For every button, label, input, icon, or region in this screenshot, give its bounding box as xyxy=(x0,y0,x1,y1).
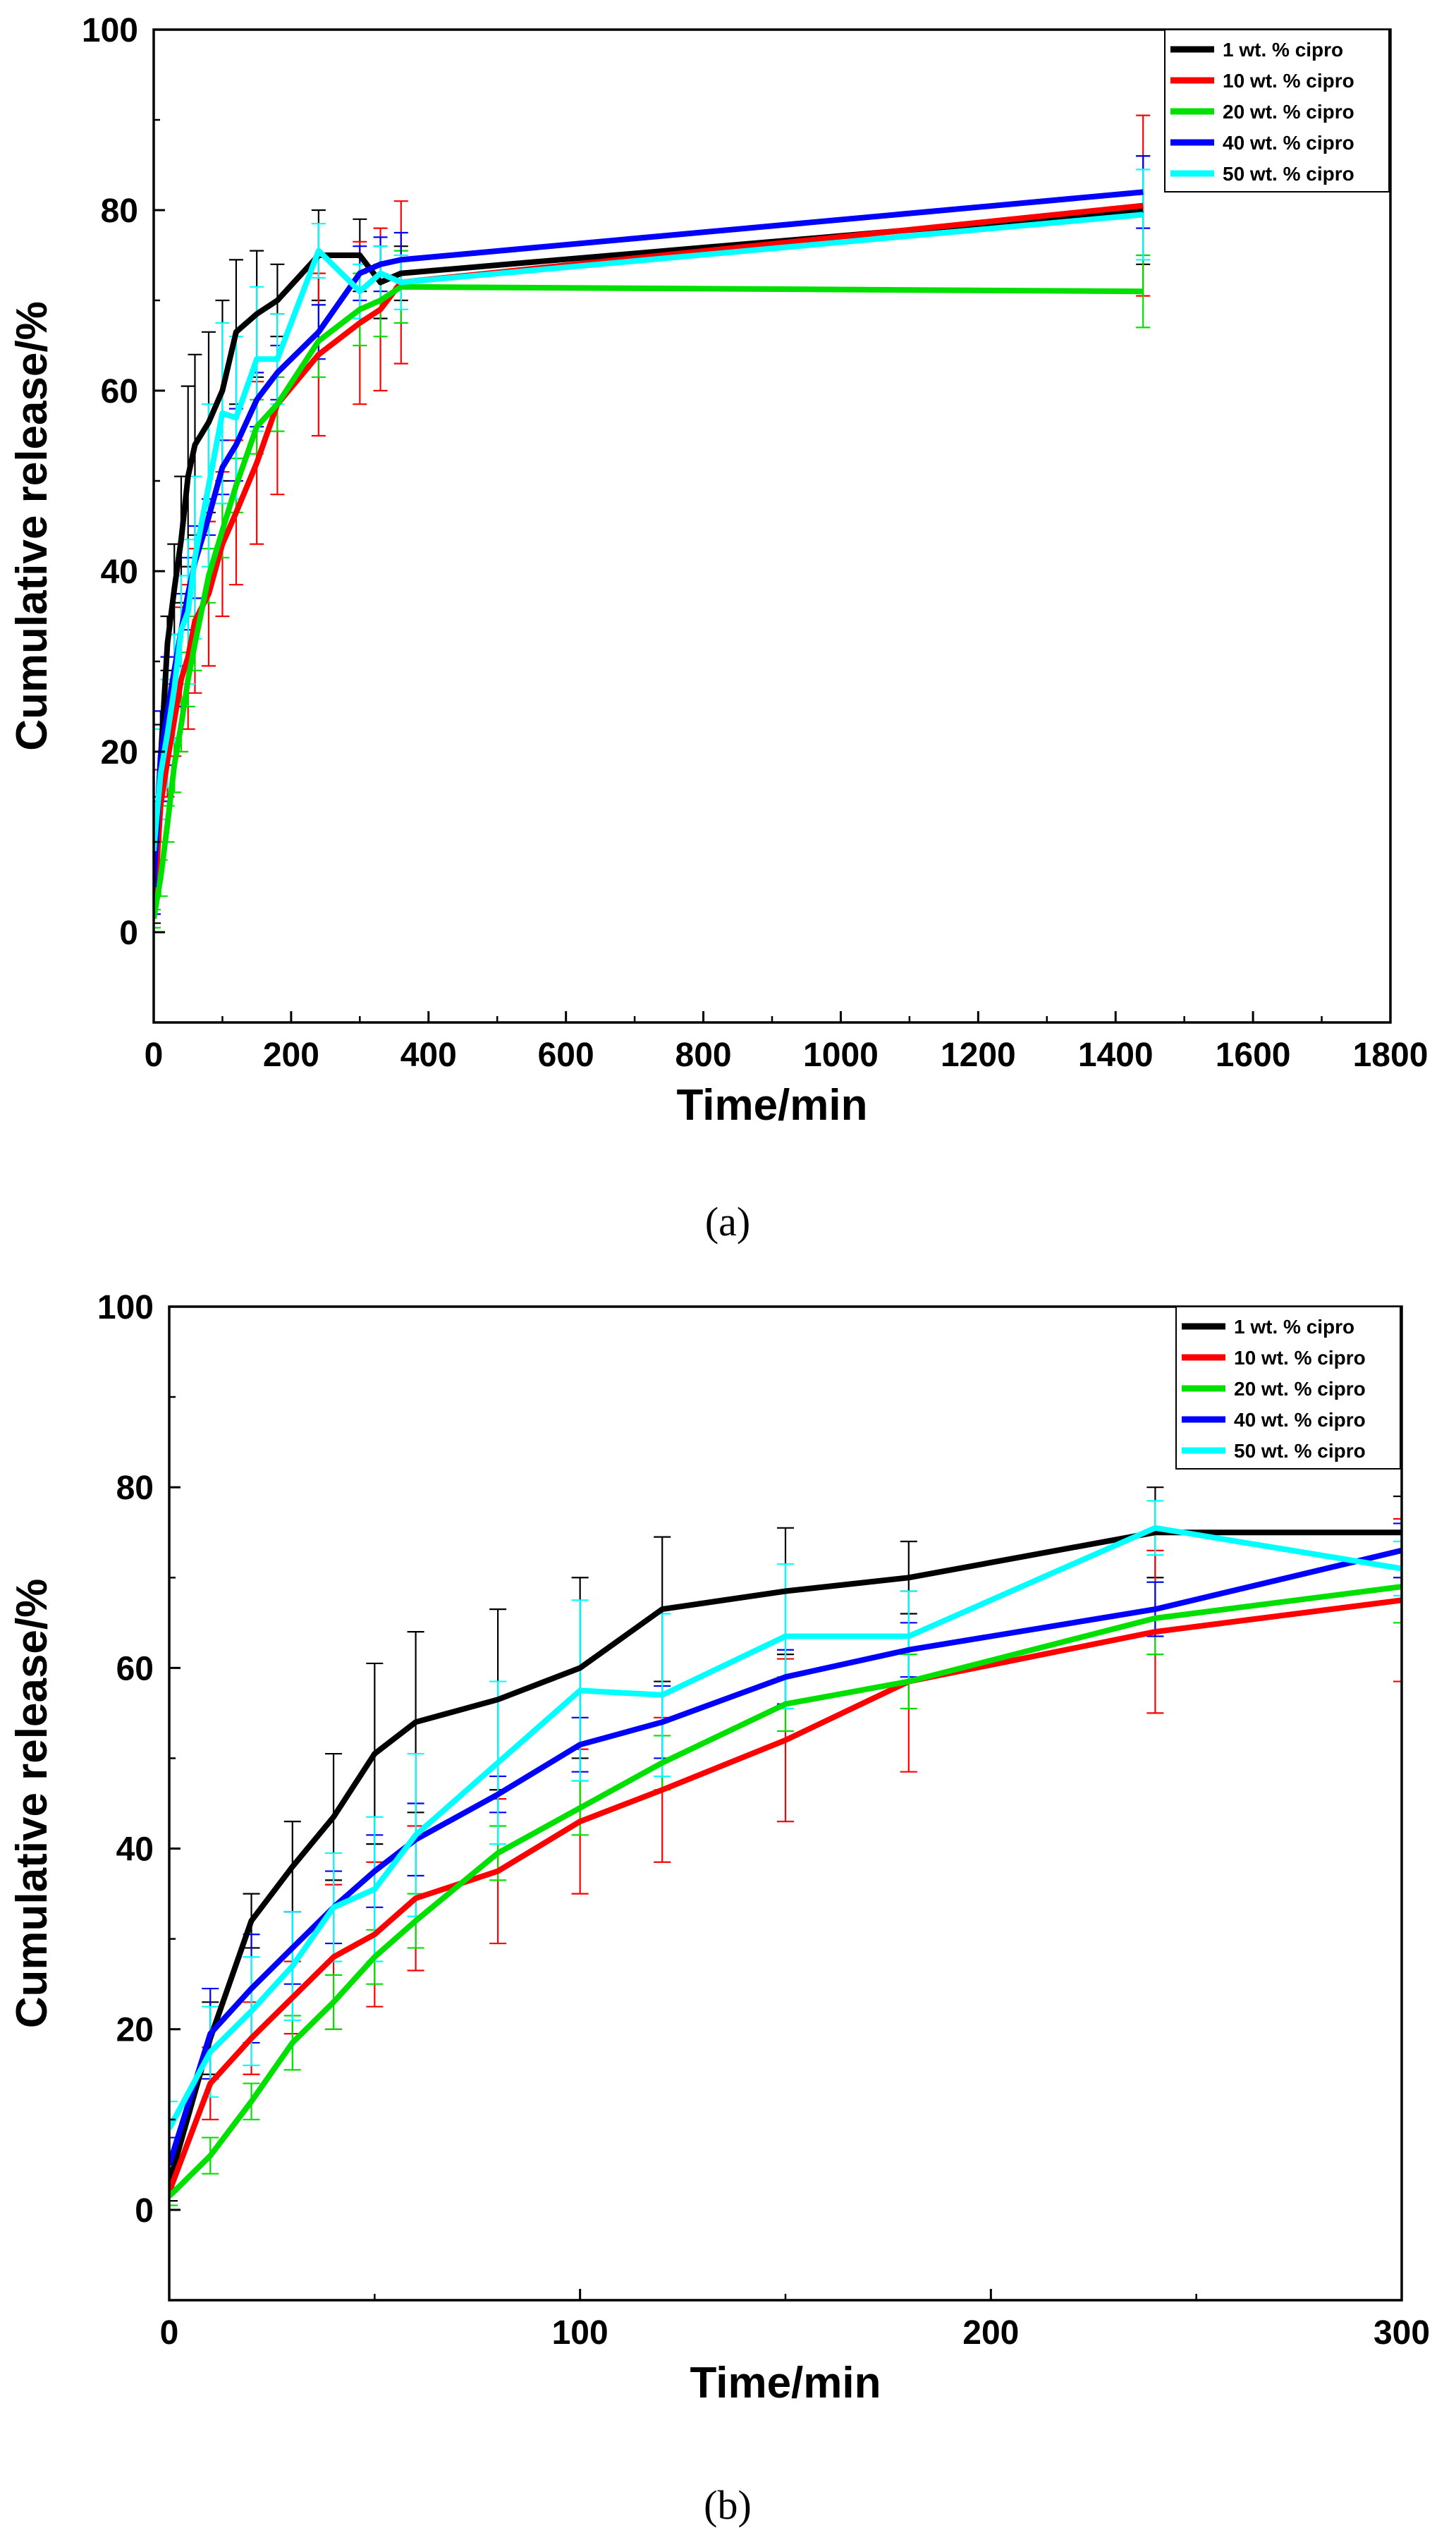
legend: 1 wt. % cipro 10 wt. % cipro 20 wt. % cipr… xyxy=(1175,1306,1401,1470)
legend-label-1: 1 wt. % cipro xyxy=(1223,39,1343,61)
y-tick-label: 60 xyxy=(101,373,138,410)
x-tick-label: 1200 xyxy=(941,1037,1016,1074)
series-line-4 xyxy=(169,1547,1402,2166)
chart-b: 0 100 200 300 0 20 40 60 80 100 Time/min Cumulative… xyxy=(8,1289,1430,2407)
legend-label-3: 20 wt. % cipro xyxy=(1234,1378,1366,1400)
series-line-3 xyxy=(154,283,1144,920)
y-tick-label: 40 xyxy=(116,1831,154,1869)
y-tick-label: 0 xyxy=(119,915,138,952)
x-tick-label: 200 xyxy=(263,1037,319,1074)
series-line-2 xyxy=(169,1597,1402,2193)
series-line-5 xyxy=(154,212,1144,852)
x-tick-label: 1000 xyxy=(803,1037,879,1074)
legend-label-5: 50 wt. % cipro xyxy=(1234,1440,1366,1462)
x-tick-label: 300 xyxy=(1374,2314,1430,2352)
y-tick-label: 100 xyxy=(97,1289,154,1326)
x-axis-title: Time/min xyxy=(676,1081,867,1130)
series-line-1 xyxy=(169,1529,1402,2184)
x-tick-label: 400 xyxy=(400,1037,457,1074)
legend-label-4: 40 wt. % cipro xyxy=(1223,132,1354,154)
y-tick-label: 80 xyxy=(101,193,138,230)
y-tick-label: 20 xyxy=(116,2012,154,2049)
legend-label-4: 40 wt. % cipro xyxy=(1234,1409,1366,1431)
legend-label-2: 10 wt. % cipro xyxy=(1223,70,1354,92)
x-tick-label: 200 xyxy=(962,2314,1019,2352)
plot-area xyxy=(169,1486,1402,2211)
y-tick-label: 100 xyxy=(82,12,138,49)
x-tick-label: 800 xyxy=(675,1037,732,1074)
chart-a: 0 200 400 600 800 1000 1200 1400 1600 1800 0 20 40 60… xyxy=(8,12,1428,1130)
x-tick-label: 1600 xyxy=(1216,1037,1291,1074)
x-tick-label: 100 xyxy=(552,2314,608,2352)
legend-label-1: 1 wt. % cipro xyxy=(1234,1316,1354,1338)
plot-area xyxy=(154,114,1151,934)
y-tick-label: 20 xyxy=(101,734,138,771)
y-tick-label: 0 xyxy=(135,2192,154,2230)
y-axis-title: Cumulative release/% xyxy=(8,301,56,751)
x-tick-label: 0 xyxy=(160,2314,179,2352)
x-tick-label: 1400 xyxy=(1078,1037,1154,1074)
legend-label-2: 10 wt. % cipro xyxy=(1234,1347,1366,1369)
x-axis-title: Time/min xyxy=(690,2359,881,2407)
legend-label-5: 50 wt. % cipro xyxy=(1223,163,1354,185)
legend: 1 wt. % cipro 10 wt. % cipro 20 wt. % cipr… xyxy=(1164,29,1390,193)
series-line-1 xyxy=(154,207,1144,905)
x-tick-label: 1800 xyxy=(1353,1037,1429,1074)
y-tick-label: 80 xyxy=(116,1470,154,1507)
series-line-3 xyxy=(169,1584,1402,2199)
caption-a: (a) xyxy=(705,1199,750,1245)
y-tick-label: 60 xyxy=(116,1650,154,1687)
series-line-2 xyxy=(154,202,1144,915)
x-tick-label: 600 xyxy=(538,1037,594,1074)
caption-b: (b) xyxy=(704,2482,752,2528)
legend-label-3: 20 wt. % cipro xyxy=(1223,101,1354,123)
series-line-5 xyxy=(169,1525,1402,2130)
y-axis-title: Cumulative release/% xyxy=(8,1579,56,2029)
y-tick-label: 40 xyxy=(101,554,138,591)
x-tick-label: 0 xyxy=(145,1037,164,1074)
